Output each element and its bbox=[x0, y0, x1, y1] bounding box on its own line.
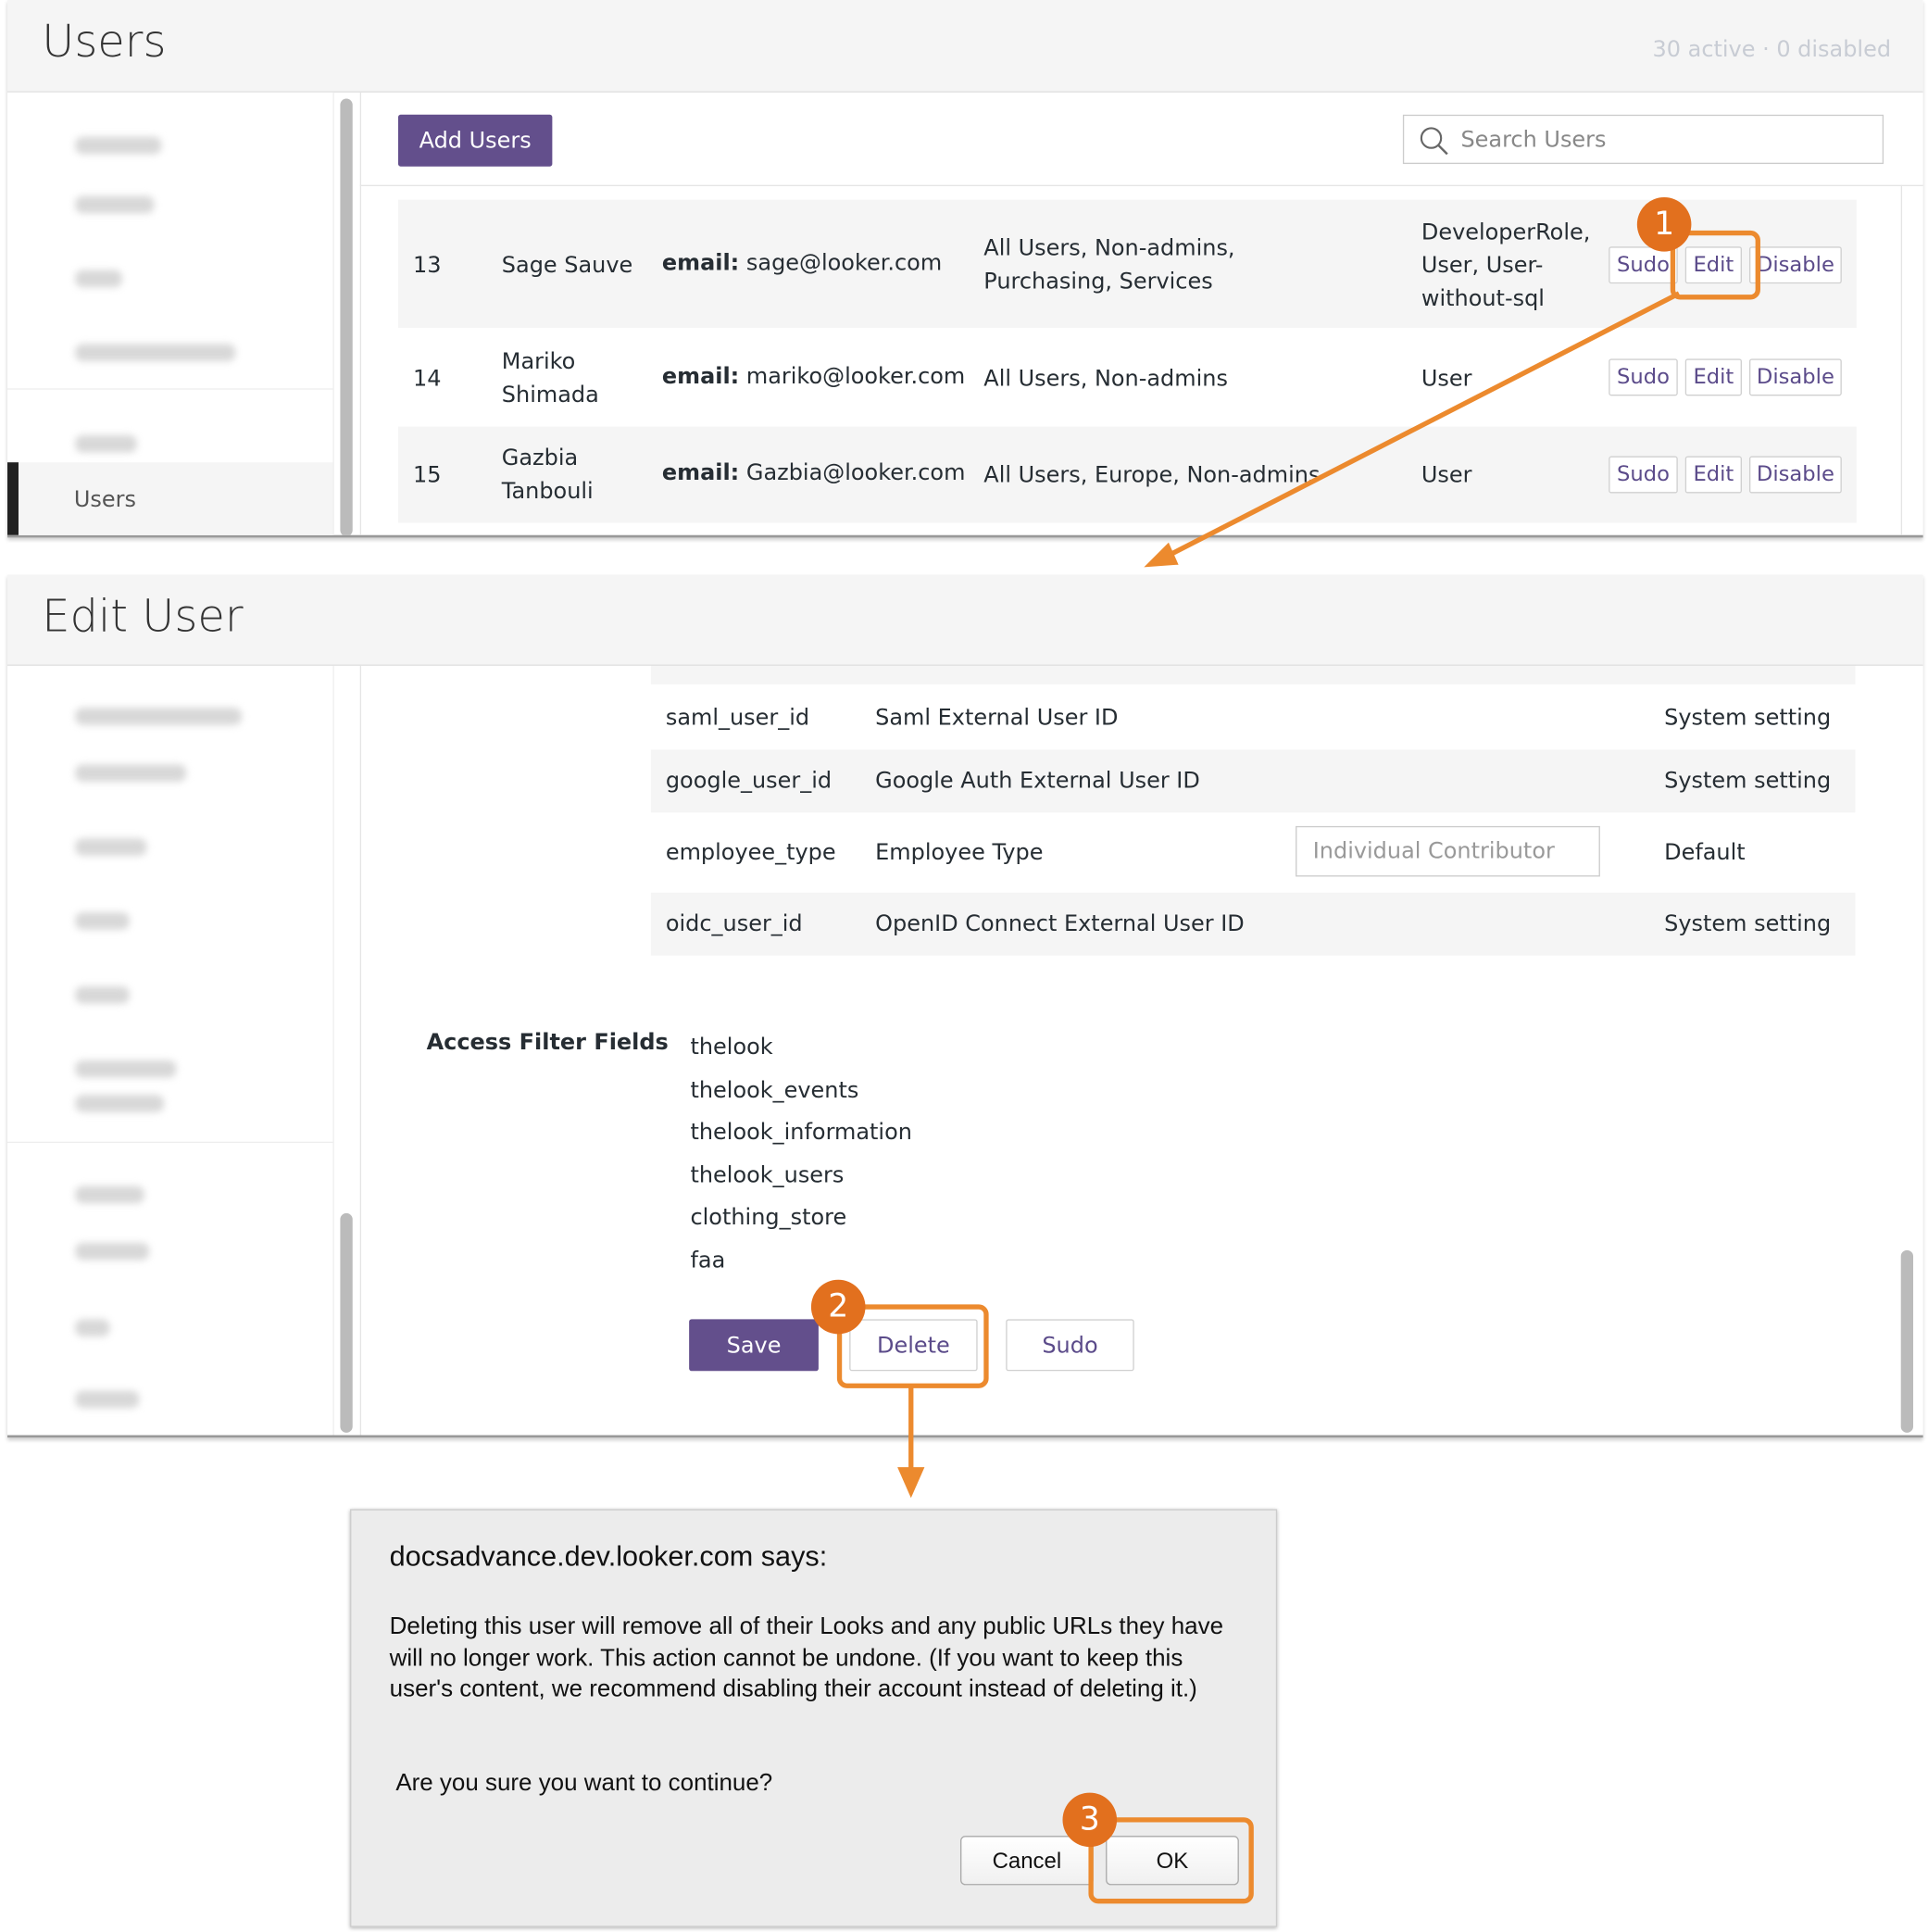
user-roles: DeveloperRole, User, User-without-sql bbox=[1421, 219, 1591, 312]
cancel-button[interactable]: Cancel bbox=[960, 1836, 1094, 1886]
delete-button[interactable]: Delete bbox=[849, 1319, 978, 1372]
field-source: System setting bbox=[1664, 910, 1832, 937]
email-value: sage@looker.com bbox=[745, 250, 943, 277]
user-name: Sage Sauve bbox=[501, 252, 633, 279]
search-placeholder: Search Users bbox=[1460, 127, 1607, 154]
disable-button[interactable]: Disable bbox=[1748, 246, 1842, 284]
edit-user-header: Edit User bbox=[6, 574, 1923, 666]
user-email: email: mariko@looker.com bbox=[662, 360, 965, 394]
employee-type-value: Individual Contributor bbox=[1312, 838, 1555, 865]
sudo-button[interactable]: Sudo bbox=[1006, 1319, 1134, 1372]
access-filter-item: thelook_users bbox=[690, 1162, 845, 1188]
add-users-button[interactable]: Add Users bbox=[397, 114, 553, 167]
delete-highlight bbox=[836, 1304, 989, 1388]
email-label: email: bbox=[661, 459, 740, 486]
sudo-button[interactable]: Sudo bbox=[1609, 456, 1678, 494]
field-source: Default bbox=[1664, 839, 1746, 866]
edit-button[interactable]: Edit bbox=[1684, 358, 1742, 396]
user-id: 13 bbox=[412, 252, 442, 279]
access-filter-item: thelook bbox=[690, 1034, 773, 1060]
field-row: oidc_user_id OpenID Connect External Use… bbox=[650, 892, 1856, 956]
field-row: employee_type Employee Type Individual C… bbox=[651, 822, 1856, 884]
page-title: Users bbox=[42, 17, 167, 69]
callout-badge-1: 1 bbox=[1636, 196, 1692, 252]
user-email: email: sage@looker.com bbox=[662, 246, 942, 280]
ok-highlight bbox=[1088, 1817, 1254, 1904]
user-id: 14 bbox=[412, 366, 442, 393]
access-filter-item: clothing_store bbox=[690, 1205, 847, 1232]
user-groups: All Users, Non-admins bbox=[983, 366, 1228, 393]
page-title: Edit User bbox=[42, 591, 244, 643]
field-row: google_user_id Google Auth External User… bbox=[650, 749, 1856, 813]
user-name: Mariko Shimada bbox=[501, 348, 599, 408]
search-users-input[interactable]: Search Users bbox=[1402, 114, 1884, 165]
sudo-button[interactable]: Sudo bbox=[1609, 358, 1678, 396]
field-name: oidc_user_id bbox=[665, 910, 803, 937]
admin-sidebar: Users bbox=[6, 92, 334, 535]
edit-button[interactable]: Edit bbox=[1684, 456, 1742, 494]
user-groups: All Users, Non-admins, Purchasing, Servi… bbox=[983, 235, 1235, 295]
users-panel: Users 30 active · 0 disabled Users Add U… bbox=[6, 0, 1923, 538]
ok-button[interactable]: OK bbox=[1106, 1836, 1239, 1886]
dialog-title: docsadvance.dev.looker.com says: bbox=[389, 1539, 828, 1573]
employee-type-input[interactable]: Individual Contributor bbox=[1296, 825, 1600, 877]
user-email: email: Gazbia@looker.com bbox=[662, 457, 966, 490]
field-label: Employee Type bbox=[875, 839, 1044, 866]
disable-button[interactable]: Disable bbox=[1748, 456, 1842, 494]
field-row: saml_user_id Saml External User ID Syste… bbox=[651, 686, 1856, 748]
user-groups: All Users, Europe, Non-admins bbox=[983, 462, 1321, 489]
sidebar-item-users[interactable]: Users bbox=[6, 462, 333, 535]
table-row: 14 Mariko Shimada email: mariko@looker.c… bbox=[398, 328, 1857, 426]
access-filter-label: Access Filter Fields bbox=[426, 1029, 669, 1056]
main-scrollbar[interactable] bbox=[1900, 1249, 1914, 1433]
field-name: saml_user_id bbox=[665, 705, 810, 732]
access-filter-item: thelook_information bbox=[690, 1119, 912, 1146]
sidebar-scrollbar[interactable] bbox=[340, 98, 353, 535]
sudo-button[interactable]: Sudo bbox=[1609, 246, 1678, 284]
access-filter-item: thelook_events bbox=[690, 1076, 859, 1103]
disable-button[interactable]: Disable bbox=[1748, 358, 1842, 396]
field-label: Google Auth External User ID bbox=[875, 768, 1200, 795]
admin-sidebar bbox=[6, 665, 334, 1436]
field-source: System setting bbox=[1664, 768, 1832, 795]
access-filter-item: faa bbox=[690, 1248, 726, 1274]
table-row: 15 Gazbia Tanbouli email: Gazbia@looker.… bbox=[397, 426, 1857, 523]
user-count-status: 30 active · 0 disabled bbox=[1652, 36, 1892, 63]
email-label: email: bbox=[661, 363, 740, 390]
arrow-line-1 bbox=[1163, 291, 1681, 560]
field-source: System setting bbox=[1664, 705, 1832, 732]
edit-button[interactable]: Edit bbox=[1684, 246, 1742, 284]
field-name: employee_type bbox=[665, 839, 836, 866]
search-icon bbox=[1420, 127, 1448, 156]
user-id: 15 bbox=[412, 462, 442, 489]
table-row: 13 Sage Sauve email: sage@looker.com All… bbox=[397, 199, 1857, 329]
save-button[interactable]: Save bbox=[689, 1319, 819, 1372]
user-name: Gazbia Tanbouli bbox=[501, 445, 594, 505]
arrow-head-1 bbox=[1144, 542, 1179, 568]
email-label: email: bbox=[661, 250, 740, 277]
edit-user-panel: Edit User saml_user_id Saml External Use… bbox=[6, 574, 1923, 1438]
arrow-head-2 bbox=[897, 1467, 925, 1499]
sidebar-item-label: Users bbox=[73, 486, 136, 513]
email-value: Gazbia@looker.com bbox=[745, 459, 966, 486]
users-header: Users 30 active · 0 disabled bbox=[6, 0, 1923, 93]
dialog-question: Are you sure you want to continue? bbox=[395, 1769, 773, 1797]
user-roles: User bbox=[1421, 462, 1472, 489]
callout-badge-3: 3 bbox=[1062, 1792, 1118, 1848]
field-label: Saml External User ID bbox=[875, 705, 1119, 732]
user-roles: User bbox=[1421, 366, 1472, 393]
edit-highlight bbox=[1670, 230, 1760, 300]
dialog-message: Deleting this user will remove all of th… bbox=[389, 1612, 1224, 1703]
email-value: mariko@looker.com bbox=[745, 363, 966, 390]
confirm-delete-dialog: docsadvance.dev.looker.com says: Deletin… bbox=[350, 1509, 1278, 1927]
callout-badge-2: 2 bbox=[810, 1279, 866, 1335]
sidebar-scrollbar[interactable] bbox=[340, 1212, 353, 1433]
field-label: OpenID Connect External User ID bbox=[875, 910, 1245, 937]
access-filter-list: thelook thelook_events thelook_informati… bbox=[690, 1027, 911, 1283]
field-name: google_user_id bbox=[665, 768, 833, 795]
